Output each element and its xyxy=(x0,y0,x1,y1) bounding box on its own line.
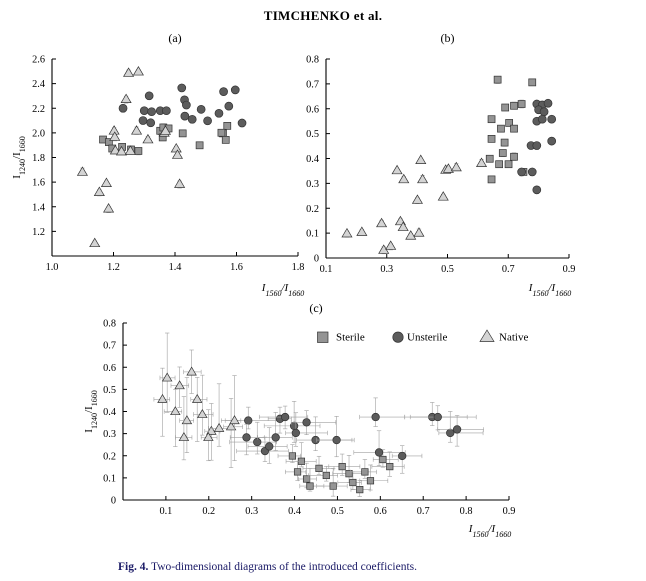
svg-text:Sterile: Sterile xyxy=(336,332,365,344)
svg-text:Unsterile: Unsterile xyxy=(407,332,447,344)
svg-text:Native: Native xyxy=(499,332,528,344)
